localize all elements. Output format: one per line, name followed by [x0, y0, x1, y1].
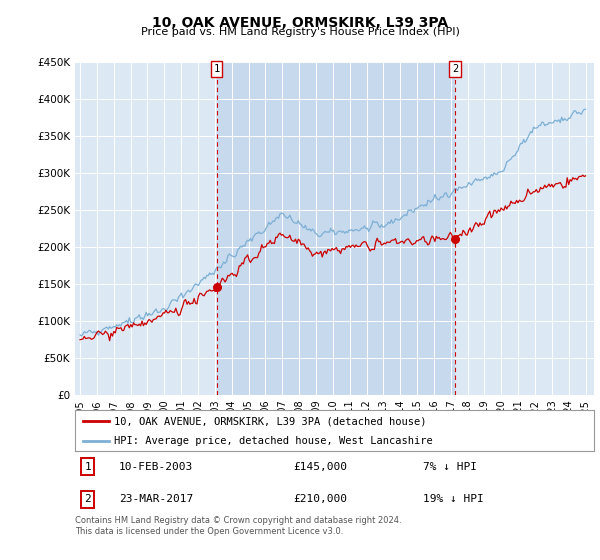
Text: 19% ↓ HPI: 19% ↓ HPI	[423, 494, 484, 505]
Text: Price paid vs. HM Land Registry's House Price Index (HPI): Price paid vs. HM Land Registry's House …	[140, 27, 460, 37]
Text: £145,000: £145,000	[293, 461, 347, 472]
Text: 2: 2	[85, 494, 91, 505]
Text: £210,000: £210,000	[293, 494, 347, 505]
Text: 10-FEB-2003: 10-FEB-2003	[119, 461, 193, 472]
Text: 10, OAK AVENUE, ORMSKIRK, L39 3PA: 10, OAK AVENUE, ORMSKIRK, L39 3PA	[152, 16, 448, 30]
Text: 10, OAK AVENUE, ORMSKIRK, L39 3PA (detached house): 10, OAK AVENUE, ORMSKIRK, L39 3PA (detac…	[114, 417, 427, 426]
Text: Contains HM Land Registry data © Crown copyright and database right 2024.
This d: Contains HM Land Registry data © Crown c…	[75, 516, 401, 536]
Text: 23-MAR-2017: 23-MAR-2017	[119, 494, 193, 505]
Text: 2: 2	[452, 64, 458, 74]
Text: HPI: Average price, detached house, West Lancashire: HPI: Average price, detached house, West…	[114, 436, 433, 446]
Text: 7% ↓ HPI: 7% ↓ HPI	[423, 461, 477, 472]
Bar	[217, 62, 455, 395]
Text: 1: 1	[85, 461, 91, 472]
Text: 1: 1	[214, 64, 220, 74]
